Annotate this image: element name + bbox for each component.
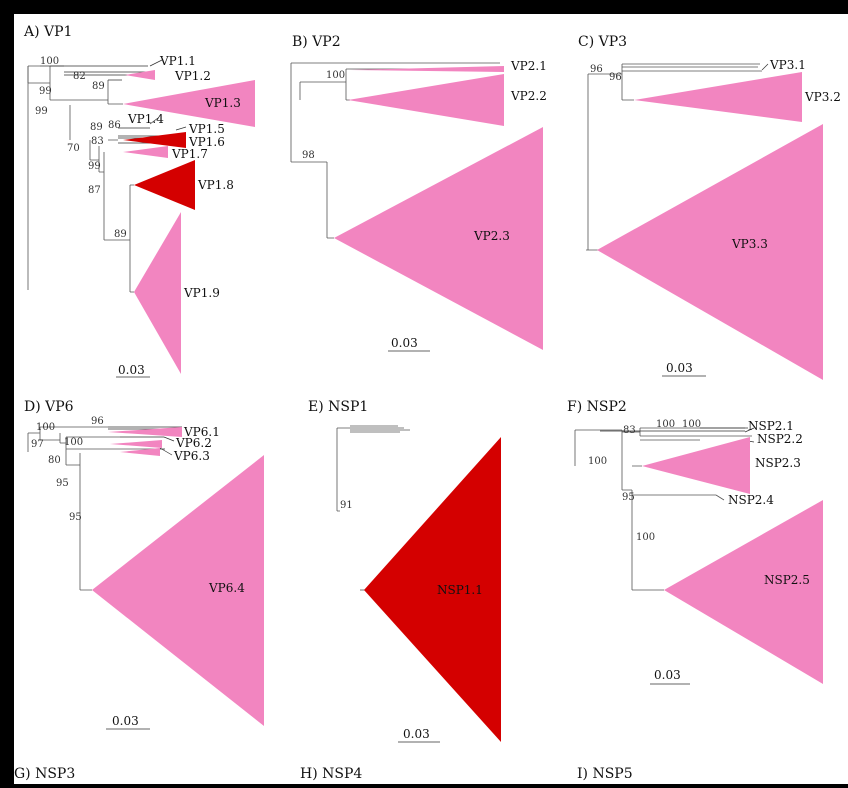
label-vp3-2: VP3.2	[804, 90, 841, 104]
bootstrap-a-7: 86	[108, 120, 121, 131]
label-vp6-3: VP6.3	[173, 449, 210, 463]
bootstrap-d-3: 97	[31, 439, 44, 450]
bootstrap-a-2: 82	[73, 71, 86, 82]
bootstrap-b-2: 98	[302, 150, 315, 161]
clade-vp6-4	[92, 455, 264, 726]
bootstrap-a-4: 99	[39, 86, 52, 97]
label-vp1-1: VP1.1	[159, 54, 196, 68]
bootstrap-f-5: 95	[622, 492, 635, 503]
bootstrap-a-11: 87	[88, 185, 101, 196]
panel-e-title: E) NSP1	[308, 399, 368, 415]
phylogeny-panels: A) VP1 VP1.1 VP1.2 VP1.3 VP1.4 VP1.5 VP1…	[14, 24, 841, 782]
label-vp1-7: VP1.7	[171, 147, 208, 161]
clade-nsp2-5	[664, 500, 823, 684]
clade-vp1-6	[123, 132, 186, 148]
clade-vp2-2	[348, 74, 504, 126]
panel-h-title: H) NSP4	[300, 766, 362, 782]
scale-label-a: 0.03	[118, 363, 145, 377]
scale-label-b: 0.03	[391, 336, 418, 350]
clade-vp2-1	[350, 66, 504, 72]
bootstrap-b-1: 100	[326, 70, 345, 81]
bootstrap-f-3: 100	[682, 419, 701, 430]
bootstrap-d-4: 100	[64, 437, 83, 448]
label-vp1-5: VP1.5	[188, 122, 225, 136]
clade-vp6-3	[120, 448, 160, 456]
label-nsp2-2: NSP2.2	[757, 432, 803, 446]
clade-vp1-7	[123, 146, 168, 158]
label-vp1-6: VP1.6	[188, 135, 225, 149]
bootstrap-f-6: 100	[636, 532, 655, 543]
clade-vp1-3	[123, 80, 255, 127]
scale-label-f: 0.03	[654, 668, 681, 682]
label-vp2-1: VP2.1	[510, 59, 547, 73]
label-vp6-2: VP6.2	[175, 436, 212, 450]
label-nsp2-1: NSP2.1	[748, 419, 794, 433]
bootstrap-a-5: 99	[35, 106, 48, 117]
clade-vp3-3	[597, 124, 823, 380]
panel-d-title: D) VP6	[24, 399, 74, 415]
bootstrap-d-7: 95	[69, 512, 82, 523]
panel-i-title: I) NSP5	[577, 766, 633, 782]
bootstrap-a-6: 89	[90, 122, 103, 133]
label-vp6-1: VP6.1	[183, 425, 220, 439]
clade-vp1-9	[134, 212, 181, 374]
clade-nsp1-1	[364, 437, 501, 742]
label-vp3-1: VP3.1	[769, 58, 806, 72]
clade-vp1-2	[125, 70, 155, 80]
scale-label-d: 0.03	[112, 714, 139, 728]
bootstrap-a-12: 89	[114, 229, 127, 240]
scale-label-e: 0.03	[403, 727, 430, 741]
clade-vp1-8	[134, 160, 195, 210]
clade-vp6-1	[108, 427, 182, 437]
label-nsp1-1: NSP1.1	[437, 583, 483, 597]
label-nsp2-5: NSP2.5	[764, 573, 810, 587]
clade-vp3-2	[634, 72, 802, 122]
panel-f-nsp2: F) NSP2 NSP2.1 NSP2.2 NSP2.3 NSP2.4 NSP2…	[567, 399, 823, 685]
label-vp1-2: VP1.2	[174, 69, 211, 83]
bootstrap-f-2: 100	[656, 419, 675, 430]
bootstrap-c-1: 96	[590, 64, 603, 75]
panel-b-vp2: B) VP2 VP2.1 VP2.2 VP2.3 100 98 0.03	[290, 34, 547, 352]
bootstrap-d-1: 100	[36, 422, 55, 433]
bootstrap-d-6: 95	[56, 478, 69, 489]
bootstrap-a-10: 99	[88, 161, 101, 172]
panel-g-title: G) NSP3	[14, 766, 75, 782]
panel-c-vp3: C) VP3 VP3.1 VP3.2 VP3.3 96 96 0.03	[578, 34, 841, 380]
label-vp1-9: VP1.9	[183, 286, 220, 300]
bootstrap-d-5: 80	[48, 455, 61, 466]
panel-d-vp6: D) VP6 VP6.1 VP6.2 VP6.3 VP6.4 100 96 97…	[24, 399, 264, 730]
label-vp3-3: VP3.3	[731, 237, 768, 251]
bootstrap-f-1: 83	[623, 425, 636, 436]
clade-nsp2-3	[642, 437, 750, 494]
panel-e-nsp1: E) NSP1 NSP1.1 91 0.03	[308, 399, 501, 743]
clade-vp6-2	[110, 440, 162, 448]
bootstrap-f-4: 100	[588, 456, 607, 467]
bootstrap-c-2: 96	[609, 72, 622, 83]
panel-f-title: F) NSP2	[567, 399, 627, 415]
panel-a-title: A) VP1	[23, 24, 72, 40]
label-vp1-3: VP1.3	[204, 96, 241, 110]
figure-canvas: A) VP1 VP1.1 VP1.2 VP1.3 VP1.4 VP1.5 VP1…	[14, 14, 848, 784]
panel-a-vp1: A) VP1 VP1.1 VP1.2 VP1.3 VP1.4 VP1.5 VP1…	[23, 24, 255, 378]
scale-label-c: 0.03	[666, 361, 693, 375]
label-vp6-4: VP6.4	[208, 581, 245, 595]
label-vp1-4: VP1.4	[127, 112, 164, 126]
bootstrap-a-3: 89	[92, 81, 105, 92]
panel-c-title: C) VP3	[578, 34, 627, 50]
bootstrap-a-8: 83	[91, 136, 104, 147]
bootstrap-a-1: 100	[40, 56, 59, 67]
label-vp2-2: VP2.2	[510, 89, 547, 103]
clade-vp2-3	[334, 127, 543, 350]
label-nsp2-3: NSP2.3	[755, 456, 801, 470]
bootstrap-a-9: 70	[67, 143, 80, 154]
bootstrap-d-2: 96	[91, 416, 104, 427]
label-vp2-3: VP2.3	[473, 229, 510, 243]
label-vp1-8: VP1.8	[197, 178, 234, 192]
panel-b-title: B) VP2	[292, 34, 341, 50]
label-nsp2-4: NSP2.4	[728, 493, 774, 507]
bootstrap-e-1: 91	[340, 500, 353, 511]
